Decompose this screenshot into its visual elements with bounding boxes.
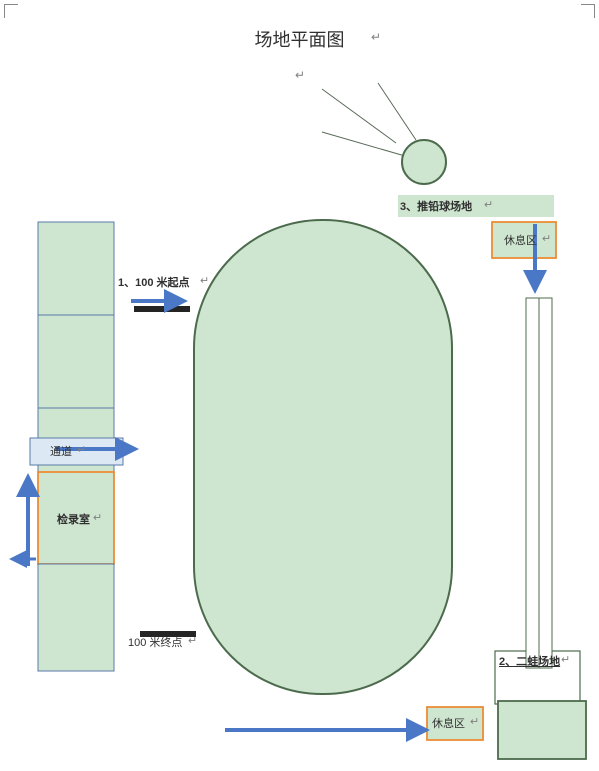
para-mark: ↵ (561, 653, 570, 666)
label-frog: 2、二蛙场地 (499, 653, 560, 669)
para-mark: ↵ (200, 274, 209, 287)
label-end100: 100 米终点 (128, 634, 182, 650)
diagram-stage: 场地平面图 ↵ ↵ 3、推铅球场地 ↵ 休息区 ↵ 1、100 米起点 ↵ 通道… (0, 0, 599, 771)
para-mark: ↵ (93, 511, 102, 524)
label-rest2: 休息区 (432, 715, 465, 731)
para-mark: ↵ (77, 443, 86, 456)
para-mark: ↵ (470, 715, 479, 728)
label-shotput: 3、推铅球场地 (400, 198, 472, 214)
label-start100: 1、100 米起点 (118, 274, 190, 290)
label-checkroom: 检录室 (57, 511, 90, 527)
label-rest1: 休息区 (504, 232, 537, 248)
label-passage: 通道 (50, 443, 72, 459)
para-mark: ↵ (542, 232, 551, 245)
para-mark: ↵ (188, 634, 197, 647)
para-mark: ↵ (484, 198, 493, 211)
